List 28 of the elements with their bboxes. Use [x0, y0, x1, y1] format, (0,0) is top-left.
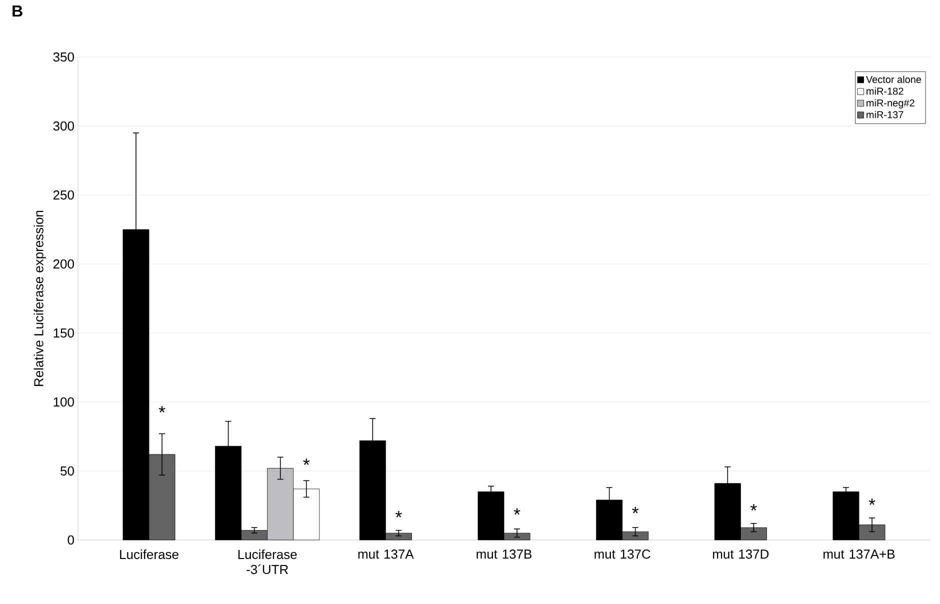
y-tick-label: 150: [54, 328, 74, 338]
y-tick-label: 250: [53, 190, 74, 200]
legend-label: miR-137: [866, 110, 904, 118]
chart-title: B: [12, 6, 22, 17]
y-tick-label: 200: [53, 259, 74, 269]
y-tick-label: 0: [68, 535, 74, 545]
x-tick-label: mut 137C: [594, 550, 650, 559]
annotation: *: [303, 458, 310, 465]
annotation: *: [158, 406, 166, 412]
y-tick-label: 100: [54, 397, 74, 407]
x-tick-label: Luciferase -3´UTR: [238, 550, 297, 574]
annotation: *: [395, 511, 402, 518]
x-tick-label: mut 137B: [476, 550, 532, 559]
annotation: *: [750, 504, 757, 510]
x-tick-label: mut 137D: [712, 550, 769, 559]
y-tick-label: 350: [53, 52, 74, 62]
annotation: *: [632, 506, 639, 514]
x-tick-label: mut 137A: [358, 550, 414, 559]
legend-label: Vector alone: [866, 76, 922, 84]
x-tick-label: mut 137A+B: [824, 550, 895, 559]
legend-label: miR-neg#2: [866, 99, 914, 108]
y-tick-label: 50: [60, 466, 74, 476]
annotation: *: [514, 508, 520, 515]
legend-label: miR-182: [866, 87, 904, 95]
annotation: *: [868, 498, 876, 505]
x-tick-label: Luciferase: [120, 550, 178, 560]
y-tick-label: 300: [53, 121, 74, 131]
y-axis-title: Relative Luciferase expression: [34, 210, 46, 386]
